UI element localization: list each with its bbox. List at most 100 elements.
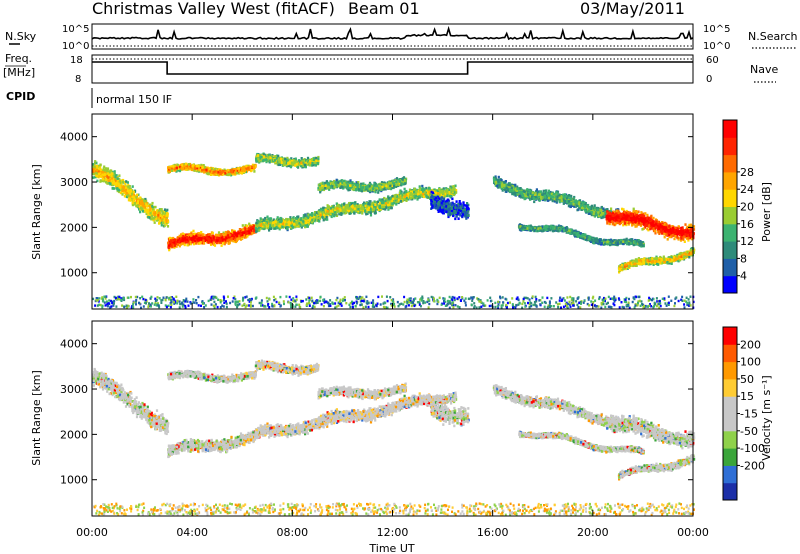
power-cell (94, 161, 97, 165)
power-cell (146, 210, 149, 214)
nsearch-tick-top: 10^5 (703, 24, 730, 35)
power-cell (165, 215, 168, 219)
power-cell (168, 170, 171, 173)
power-cell (184, 166, 187, 170)
power-cell (146, 204, 149, 208)
power-cell (257, 220, 260, 223)
freq-tick-top: 18 (70, 55, 83, 66)
power-cell (327, 206, 330, 209)
power-cell (347, 207, 350, 210)
power-cell (157, 214, 160, 217)
power-cell (125, 186, 128, 189)
power-cell (165, 218, 168, 222)
power-cell (108, 171, 111, 175)
power-cell (322, 213, 326, 217)
power-cell (162, 218, 165, 221)
power-cell (358, 205, 361, 208)
power-cell (278, 220, 281, 223)
power-cell (446, 188, 449, 192)
power-cell (175, 166, 178, 170)
power-cell (128, 192, 131, 195)
power-cell (127, 184, 130, 187)
power-cell (248, 231, 251, 235)
power-cell (129, 199, 132, 202)
power-cell (331, 212, 334, 216)
power-cell (295, 217, 298, 220)
power-cell (382, 201, 385, 204)
power-cell (262, 223, 265, 226)
power-cell (166, 208, 169, 212)
power-cell (405, 199, 408, 202)
power-cell (104, 170, 107, 174)
power-cell (367, 206, 370, 210)
power-cell (143, 206, 146, 210)
power-cell (437, 192, 440, 195)
power-cell (337, 203, 340, 207)
power-cell (161, 210, 164, 213)
power-cell (348, 212, 351, 215)
power-cell (400, 191, 403, 195)
power-cell (272, 224, 275, 228)
power-cell (131, 191, 134, 194)
cpid-label: CPID (6, 90, 35, 103)
power-cell (268, 229, 271, 232)
power-cell (194, 167, 197, 170)
power-cell (303, 214, 306, 217)
power-cell (118, 188, 121, 192)
power-cell (304, 221, 307, 225)
power-cell (378, 206, 382, 209)
power-cell (183, 243, 186, 247)
power-cell (214, 170, 217, 173)
power-cell (163, 215, 167, 219)
power-cell (217, 231, 221, 234)
power-cell (99, 163, 102, 167)
power-cell (137, 193, 140, 197)
power-cell (158, 219, 161, 223)
power-cell (126, 181, 129, 184)
power-cell (161, 215, 164, 219)
power-cell (384, 199, 387, 203)
power-cell (361, 212, 364, 215)
power-cell (245, 164, 248, 168)
power-cell (309, 218, 312, 221)
power-cell (138, 202, 141, 206)
power-cell (419, 191, 422, 194)
power-cell (124, 188, 127, 191)
power-cell (105, 180, 108, 184)
power-cell (147, 211, 150, 215)
nsearch-label: N.Search (748, 30, 798, 43)
power-cell (200, 231, 203, 234)
power-cell (387, 196, 390, 200)
power-cell (182, 234, 185, 238)
power-cell (435, 191, 438, 195)
power-cell (405, 189, 408, 193)
power-cell (155, 217, 158, 220)
power-cell (215, 239, 219, 242)
power-cell (246, 235, 249, 238)
power-cell (368, 202, 371, 206)
power-cell (92, 170, 95, 173)
power-cell (370, 202, 373, 206)
power-cell (176, 236, 179, 240)
power-cell (200, 234, 203, 238)
power-cell (140, 199, 144, 203)
power-cell (141, 210, 145, 213)
power-cell (394, 197, 397, 200)
power-cell (207, 237, 210, 241)
power-cell (106, 175, 109, 178)
cpid-row: CPID normal 150 IF (6, 88, 172, 108)
power-cell (151, 204, 154, 208)
power-cell (98, 174, 101, 178)
power-cell (345, 205, 348, 208)
power-cell (176, 243, 179, 246)
power-cell (291, 218, 294, 222)
power-cell (144, 208, 148, 212)
power-cell (386, 203, 389, 207)
power-cell (129, 190, 132, 193)
power-cell (99, 168, 103, 172)
power-cell (281, 222, 285, 226)
beam-label: Beam 01 (348, 0, 420, 18)
power-cell (230, 169, 234, 173)
power-cell (221, 171, 224, 174)
